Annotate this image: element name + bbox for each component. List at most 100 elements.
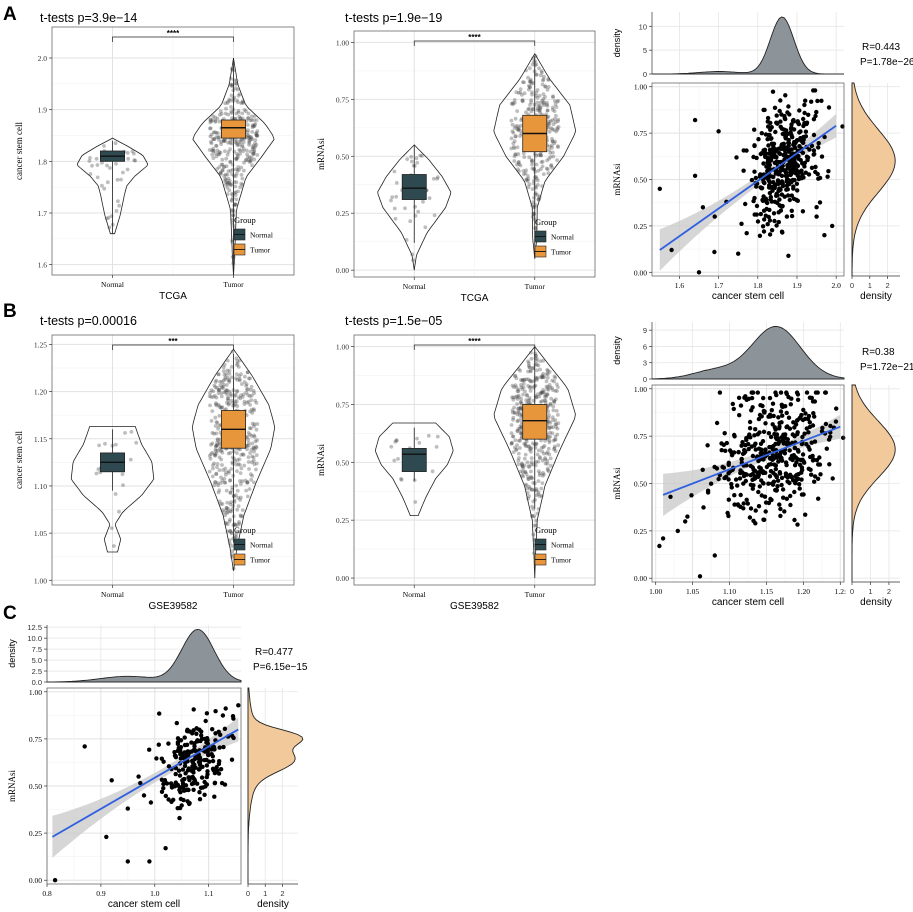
jitter-point [244, 384, 249, 388]
jitter-point [237, 377, 242, 382]
jitter-point [213, 447, 218, 452]
jitter-point [518, 469, 523, 474]
jitter-point [528, 378, 532, 383]
jitter-point [512, 159, 517, 163]
jitter-point [248, 409, 253, 414]
jitter-point [528, 384, 533, 389]
jitter-point [389, 444, 394, 449]
scatter-point [784, 179, 789, 184]
jitter-point [207, 148, 212, 152]
y-tick-label: 1.25 [34, 340, 47, 349]
jitter-point [239, 165, 244, 170]
scatter-point [783, 432, 788, 437]
jitter-point [530, 514, 535, 519]
jitter-point [211, 156, 216, 161]
jitter-point [217, 404, 222, 409]
x-tick-label: Normal [101, 280, 124, 289]
jitter-point [219, 394, 224, 399]
scatter-point [794, 390, 800, 395]
scatter-point [777, 452, 783, 457]
jitter-point [547, 370, 552, 374]
jitter-point [217, 440, 222, 445]
violin-tumor [493, 53, 577, 259]
jitter-point [543, 438, 547, 443]
jitter-point [254, 427, 259, 432]
jitter-point [545, 108, 550, 113]
jitter-point [254, 131, 258, 136]
jitter-point [212, 137, 217, 141]
scatter-point [712, 214, 717, 219]
jitter-point [105, 163, 109, 168]
jitter-point [217, 165, 222, 170]
jitter-point [517, 438, 521, 443]
jitter-point [114, 442, 118, 447]
jitter-point [435, 175, 440, 180]
legend-label: Tumor [250, 556, 271, 565]
scatter-point [807, 420, 812, 425]
jitter-point [511, 434, 516, 439]
jitter-point [218, 171, 223, 176]
scatter-point [733, 477, 739, 482]
scatter-point [769, 125, 774, 130]
scatter-point [752, 143, 757, 149]
jitter-point [518, 424, 523, 429]
jitter-point [240, 143, 245, 148]
jitter-point [211, 137, 215, 142]
jitter-point [547, 426, 552, 431]
scatter-point [811, 132, 817, 138]
scatter-point [771, 211, 777, 216]
scatter-point [827, 462, 832, 467]
jitter-point [125, 167, 130, 172]
legend-label: Normal [250, 231, 273, 240]
jitter-point [520, 387, 525, 392]
jitter-point [210, 148, 215, 153]
jitter-point [426, 433, 431, 438]
jitter-point [214, 143, 219, 148]
scatter-point [789, 147, 794, 152]
scatter-point [791, 196, 797, 201]
jitter-point [534, 441, 539, 446]
jitter-point [254, 445, 259, 450]
jitter-point [217, 468, 222, 473]
jitter-point [236, 109, 241, 113]
scatter-point [732, 434, 737, 439]
jitter-point [213, 424, 218, 428]
scatter-point [780, 131, 785, 137]
scatter-point [751, 154, 756, 160]
jitter-point [227, 371, 232, 376]
jitter-point [536, 459, 541, 464]
y-tick-label: 0.75 [336, 400, 349, 409]
jitter-point [541, 371, 546, 376]
jitter-point [512, 101, 517, 105]
jitter-point [514, 448, 518, 452]
jitter-point [516, 387, 521, 392]
scatter-point [786, 253, 791, 258]
scatter-point [784, 410, 789, 416]
jitter-point [222, 139, 226, 144]
jitter-point [525, 393, 529, 398]
jitter-point [547, 148, 552, 153]
sig-bracket [112, 36, 234, 42]
jitter-point [556, 145, 560, 150]
jitter-point [555, 126, 560, 130]
scatter-point [758, 151, 763, 157]
scatter-point [743, 443, 748, 448]
legend-label: Tumor [551, 556, 572, 565]
x-tick-label: Normal [403, 282, 426, 291]
scatter-point [802, 121, 807, 126]
jitter-point [252, 123, 257, 128]
jitter-point [409, 155, 414, 159]
jitter-point [235, 155, 240, 160]
jitter-point [529, 446, 534, 450]
jitter-point [544, 451, 549, 456]
jitter-point [252, 424, 256, 429]
jitter-point [513, 116, 518, 121]
jitter-point [516, 389, 521, 394]
jitter-point [545, 392, 550, 397]
jitter-point [518, 368, 522, 373]
jitter-point [225, 396, 230, 401]
jitter-point [220, 168, 225, 173]
jitter-point [230, 349, 235, 354]
scatter-point [771, 456, 776, 462]
scatter-point [818, 472, 823, 477]
